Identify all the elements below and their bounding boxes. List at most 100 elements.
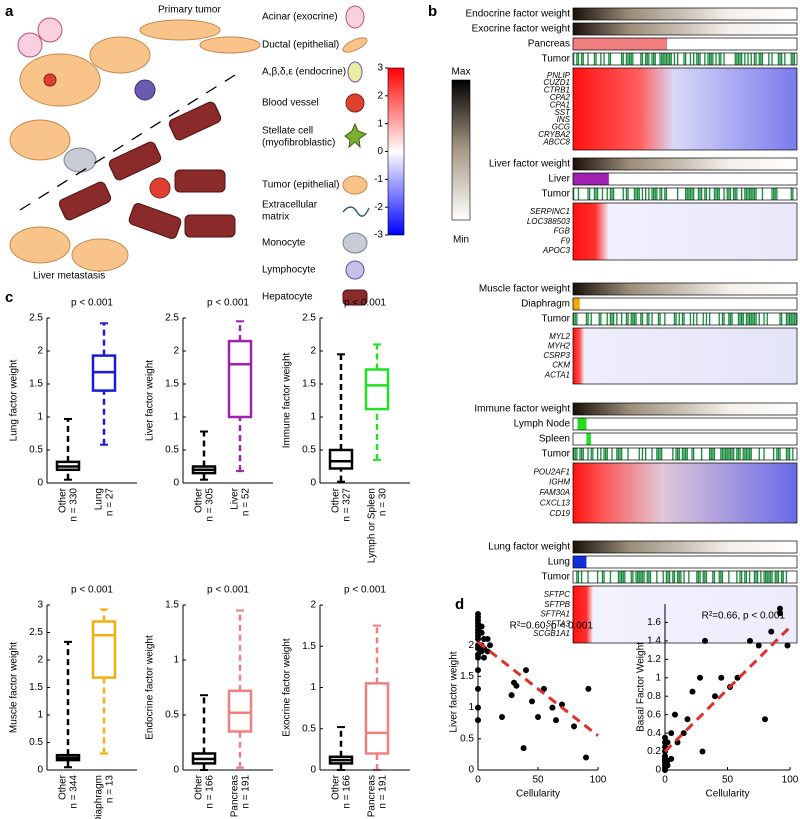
stripe bbox=[752, 313, 754, 325]
colorbar-label: Max bbox=[452, 67, 471, 78]
heatmap bbox=[572, 585, 798, 644]
stripe bbox=[705, 313, 708, 325]
tumor-cell bbox=[9, 119, 71, 161]
stripe bbox=[793, 53, 796, 65]
x-tick-label: 0 bbox=[662, 775, 668, 786]
tumor-cell bbox=[19, 53, 101, 107]
stripe bbox=[790, 313, 792, 325]
stripe bbox=[789, 313, 791, 325]
stripe bbox=[576, 571, 578, 583]
row-bar bbox=[572, 37, 798, 51]
factor-gradient bbox=[573, 23, 797, 35]
stripe bbox=[763, 571, 765, 583]
y-axis-label: Liver factor weight bbox=[145, 360, 156, 441]
tissue-bar bbox=[573, 173, 609, 185]
bar-bg bbox=[573, 556, 797, 568]
point bbox=[668, 730, 675, 737]
stripe bbox=[752, 188, 754, 200]
stripe bbox=[672, 448, 674, 460]
point bbox=[549, 704, 556, 711]
y-tick-label: 1 bbox=[37, 412, 43, 423]
stripe bbox=[678, 571, 680, 583]
gene-label: APOC3 bbox=[542, 246, 571, 255]
stripe bbox=[715, 188, 717, 200]
colorbar-tick-label: -2 bbox=[374, 202, 383, 213]
stripe bbox=[632, 571, 634, 583]
stripe bbox=[621, 53, 623, 65]
gene-label: CD19 bbox=[550, 509, 571, 518]
stripe bbox=[736, 571, 738, 583]
stripe bbox=[641, 188, 644, 200]
stripe bbox=[630, 53, 632, 65]
stripe bbox=[699, 53, 701, 65]
y-tick-label: 1.5 bbox=[460, 671, 474, 682]
factor-gradient bbox=[573, 158, 797, 170]
stripe bbox=[685, 448, 687, 460]
gene-label: POU2AF1 bbox=[534, 467, 570, 476]
stripe bbox=[792, 313, 794, 325]
stripe bbox=[657, 313, 660, 325]
row-label: Tumor bbox=[541, 54, 570, 65]
stripe bbox=[704, 188, 706, 200]
stripe bbox=[782, 571, 784, 583]
stripe bbox=[693, 313, 695, 325]
stripe bbox=[749, 448, 751, 460]
legend-label: Blood vessel bbox=[262, 98, 319, 109]
legend-label: Stellate cell bbox=[262, 126, 313, 137]
stripe bbox=[645, 188, 647, 200]
stripe bbox=[771, 188, 773, 200]
stripe bbox=[720, 53, 722, 65]
legend-label: Hepatocyte bbox=[262, 292, 313, 303]
stripe bbox=[753, 53, 756, 65]
point bbox=[747, 637, 753, 644]
stripe bbox=[673, 571, 676, 583]
legend-label: Acinar (exocrine) bbox=[262, 12, 338, 23]
stripe bbox=[683, 448, 685, 460]
stripe bbox=[648, 571, 650, 583]
stripe bbox=[702, 571, 704, 583]
gene-label: SST bbox=[554, 108, 571, 117]
row-label: Spleen bbox=[539, 434, 570, 445]
gene-label: SFTPA1 bbox=[540, 610, 570, 619]
stripe bbox=[733, 188, 735, 200]
stripe bbox=[576, 448, 578, 460]
stripe bbox=[677, 448, 679, 460]
x-tick-label: n = 13 bbox=[105, 775, 116, 804]
stripe bbox=[661, 53, 663, 65]
y-tick-label: 2 bbox=[310, 346, 316, 357]
legend-icons bbox=[342, 5, 471, 306]
point bbox=[478, 629, 485, 636]
point bbox=[535, 713, 541, 720]
row-bar bbox=[572, 312, 798, 326]
stripe bbox=[609, 313, 612, 325]
stripe bbox=[749, 313, 751, 325]
stripe bbox=[590, 448, 592, 460]
point bbox=[475, 685, 481, 692]
stripe bbox=[741, 571, 743, 583]
y-tick-label: 1.5 bbox=[302, 379, 316, 390]
legend-label: Tumor (epithelial) bbox=[262, 180, 339, 191]
stripe bbox=[606, 188, 608, 200]
stripe bbox=[739, 313, 741, 325]
row-label: Immune factor weight bbox=[474, 404, 570, 415]
stripe bbox=[673, 53, 676, 65]
stripe bbox=[603, 571, 605, 583]
stripe bbox=[721, 571, 724, 583]
y-tick-label: 0.5 bbox=[165, 445, 179, 456]
stripe bbox=[573, 448, 575, 460]
stripe bbox=[662, 571, 664, 583]
x-tick-label: 50 bbox=[532, 775, 544, 786]
stripe bbox=[629, 53, 631, 65]
gene-label: CXCL13 bbox=[540, 499, 571, 508]
point bbox=[664, 762, 671, 769]
stripe bbox=[721, 313, 724, 325]
stripe bbox=[710, 448, 712, 460]
point bbox=[481, 654, 487, 661]
bar-frame bbox=[572, 432, 798, 446]
stripe bbox=[600, 313, 602, 325]
stripe bbox=[609, 188, 612, 200]
stripe bbox=[777, 53, 780, 65]
y-axis-label: Muscle factor weight bbox=[9, 642, 20, 733]
stripe bbox=[577, 53, 580, 65]
